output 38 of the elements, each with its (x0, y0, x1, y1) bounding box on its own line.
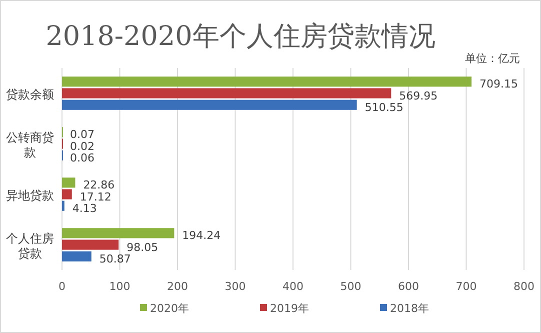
x-tick-label: 300 (224, 280, 246, 293)
x-tick-label: 700 (456, 280, 477, 293)
data-label: 50.87 (99, 252, 131, 266)
x-tick-label: 400 (282, 280, 304, 293)
legend-label: 2018年 (390, 302, 429, 315)
data-label: 194.24 (182, 229, 221, 242)
data-label: 17.12 (80, 190, 112, 204)
text: 单位：亿元 (465, 52, 520, 65)
data-label: 0.07 (70, 128, 95, 142)
bar (62, 178, 76, 188)
chart-title: 2018-2020年个人住房贷款情况 (46, 21, 436, 52)
bar (62, 100, 357, 110)
legend-label: 2020年 (150, 302, 189, 315)
x-tick-label: 0 (58, 280, 66, 293)
x-tick-label: 600 (398, 280, 419, 293)
bar (62, 76, 472, 87)
bar (62, 88, 392, 98)
x-tick-label: 100 (109, 280, 130, 293)
data-label: 0.06 (70, 151, 95, 164)
y-tick-label: 异地贷款 (6, 188, 54, 202)
bar (62, 189, 72, 200)
data-label: 709.15 (480, 78, 518, 91)
x-tick-label: 200 (167, 280, 188, 293)
x-tick-label: 800 (514, 280, 534, 293)
bar (62, 251, 92, 262)
y-tick-label: 公转商贷款 (6, 130, 54, 160)
data-label: 98.05 (126, 240, 158, 254)
data-label: 0.02 (70, 140, 95, 153)
y-tick-label: 个人住房贷款 (6, 231, 54, 260)
data-label: 22.86 (83, 178, 115, 192)
bar (62, 228, 174, 238)
data-label: 4.13 (72, 202, 97, 215)
data-label: 510.55 (364, 100, 404, 114)
bar (62, 240, 119, 250)
legend-label: 2019年 (270, 302, 309, 315)
x-tick-label: 500 (340, 280, 362, 293)
y-tick-label: 贷款余额 (6, 87, 54, 102)
data-label: 569.95 (399, 89, 438, 102)
